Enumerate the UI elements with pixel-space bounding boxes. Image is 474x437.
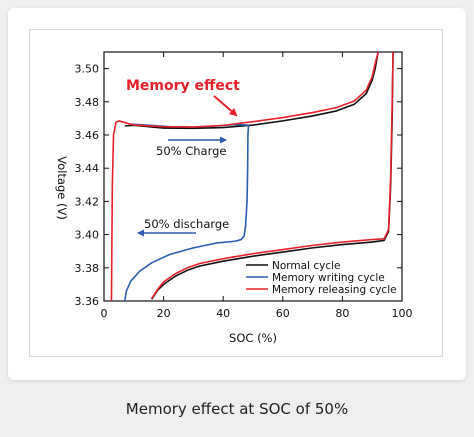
y-axis-ticks: 3.36 3.38 3.40 3.42 3.44 3.46 3.48 3.50 [75,63,402,308]
y-tick-label: 3.40 [75,229,100,242]
memory-effect-arrow [213,95,238,117]
y-tick-label: 3.46 [75,129,100,142]
legend: Normal cycle Memory writing cycle Memory… [246,260,397,296]
x-axis-ticks: 0 20 40 60 80 100 [101,52,413,320]
discharge-annotation: 50% discharge [144,217,229,231]
legend-label-normal: Normal cycle [272,260,340,272]
x-tick-label: 80 [335,307,349,320]
x-tick-label: 20 [157,307,171,320]
memory-effect-annotation: Memory effect [126,78,240,94]
x-axis-label: SOC (%) [229,331,277,345]
y-tick-label: 3.42 [75,195,100,208]
series-line-releasing [110,52,394,301]
y-tick-label: 3.38 [75,262,100,275]
x-tick-label: 60 [276,307,290,320]
y-tick-label: 3.50 [75,63,100,76]
y-tick-label: 3.36 [75,295,100,308]
series-layer [110,52,394,301]
x-tick-label: 40 [216,307,230,320]
charge-annotation: 50% Charge [156,144,226,158]
legend-label-releasing: Memory releasing cycle [272,284,397,296]
x-tick-label: 0 [101,307,108,320]
y-tick-label: 3.44 [75,162,100,175]
plot-area [103,51,403,302]
figure-caption: Memory effect at SOC of 50% [125,400,349,418]
legend-label-writing: Memory writing cycle [272,272,385,284]
y-axis-label: Voltage (V) [55,156,69,220]
y-tick-label: 3.48 [75,96,100,109]
x-tick-label: 100 [392,307,413,320]
